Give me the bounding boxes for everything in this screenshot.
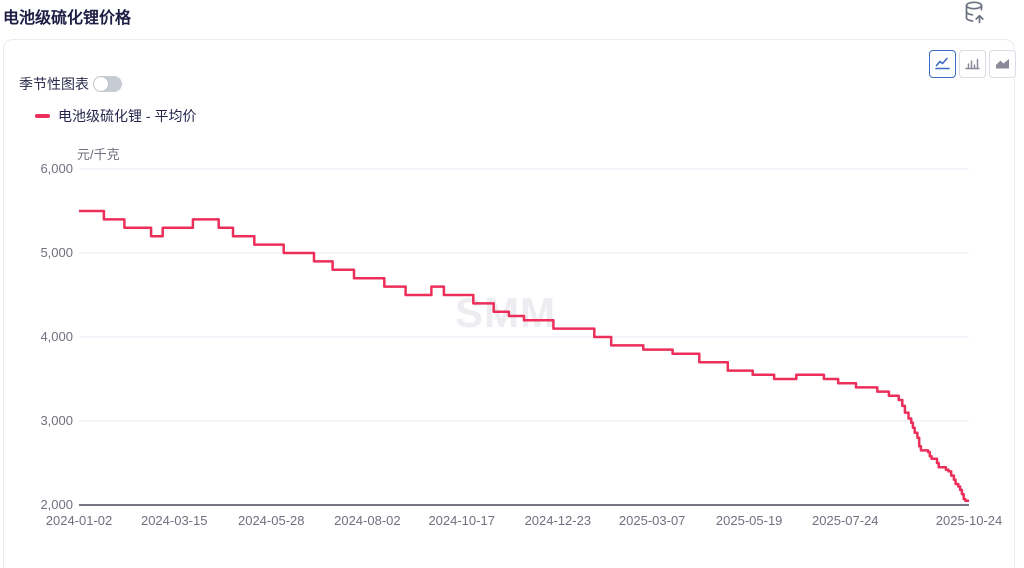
x-axis-tick-label: 2025-07-24 [812,513,879,528]
bar-chart-button[interactable] [959,50,986,78]
line-chart-button[interactable] [929,50,956,78]
legend-item[interactable]: 电池级硫化锂 - 平均价 [35,106,196,126]
x-axis-tick-label: 2024-01-02 [45,513,113,528]
x-axis-tick-label: 2024-03-15 [140,513,208,528]
x-axis-tick-label: 2025-05-19 [715,513,783,528]
line-chart-icon [934,55,951,74]
seasonal-toggle[interactable] [93,76,122,92]
y-axis-tick-label: 3,000 [40,413,73,428]
seasonal-toggle-label: 季节性图表 [19,76,89,92]
x-axis-tick-label: 2024-08-02 [334,513,401,528]
x-axis-tick-label: 2025-10-24 [935,513,1003,528]
x-axis-tick-label: 2025-03-07 [618,513,686,528]
chart-card: 季节性图表 电池级硫化锂 - 平均价 元/千克 SMM 6,000 5,000 4,… [3,39,1016,568]
toggle-knob [94,77,108,91]
x-axis-tick-label: 2024-12-23 [524,513,592,528]
legend-line-swatch [35,114,50,118]
database-export-icon [962,1,988,29]
price-series-line [79,209,969,503]
chart-type-button-group [929,50,1016,78]
y-axis-tick-label: 2,000 [40,497,73,512]
area-chart-button[interactable] [989,50,1016,78]
page-title: 电池级硫化锂价格 [3,10,132,27]
y-axis-tick-label: 4,000 [40,329,73,344]
y-axis-unit-label: 元/千克 [77,147,120,162]
export-data-button[interactable] [960,0,990,28]
seasonal-toggle-row: 季节性图表 [19,74,122,94]
area-chart-icon [994,55,1011,74]
x-axis-tick-label: 2024-10-17 [428,513,495,528]
y-axis-tick-label: 5,000 [40,245,73,260]
x-axis-tick-label: 2024-05-28 [237,513,305,528]
bar-chart-icon [964,55,981,74]
chart-canvas[interactable] [79,151,969,521]
legend-label: 电池级硫化锂 - 平均价 [58,108,197,124]
y-axis-tick-label: 6,000 [40,161,73,176]
